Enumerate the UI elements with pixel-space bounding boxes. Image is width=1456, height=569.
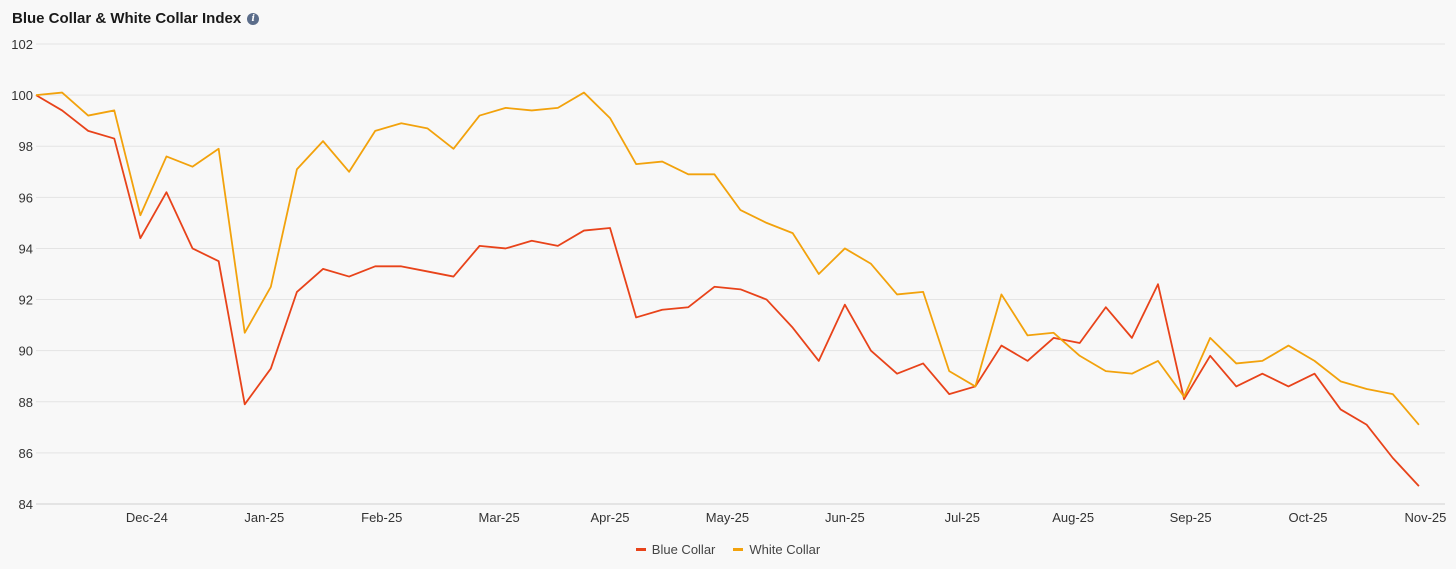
legend-label: White Collar — [749, 542, 821, 557]
chart-header: Blue Collar & White Collar Index i — [12, 10, 260, 27]
series-lines — [35, 91, 1420, 487]
y-tick-label: 96 — [19, 190, 33, 205]
series-line-white-collar[interactable] — [35, 91, 1420, 426]
info-icon[interactable]: i — [247, 12, 260, 25]
x-axis-ticks: Dec-24 Jan-25 Feb-25 Mar-25 Apr-25 May-25 Jun-… — [126, 510, 1446, 525]
x-tick-label: Oct-25 — [1289, 510, 1328, 525]
y-tick-label: 100 — [11, 88, 33, 103]
x-tick-label: Dec-24 — [126, 510, 168, 525]
chart-legend: Blue Collar White Collar — [0, 542, 1456, 557]
legend-item-blue-collar[interactable]: Blue Collar — [635, 542, 716, 557]
legend-label: Blue Collar — [651, 542, 716, 557]
x-tick-label: Nov-25 — [1404, 510, 1446, 525]
legend-swatch — [733, 548, 744, 551]
y-tick-label: 94 — [19, 241, 33, 256]
y-tick-label: 90 — [19, 344, 33, 359]
y-axis-ticks: 84 86 88 90 92 94 96 98 100 102 — [11, 37, 33, 512]
x-tick-label: Sep-25 — [1170, 510, 1212, 525]
x-tick-label: May-25 — [706, 510, 749, 525]
y-tick-label: 86 — [19, 446, 33, 461]
series-line-blue-collar[interactable] — [35, 94, 1420, 487]
x-tick-label: Jun-25 — [825, 510, 865, 525]
y-tick-label: 98 — [19, 139, 33, 154]
y-tick-label: 84 — [19, 497, 33, 512]
chart-title: Blue Collar & White Collar Index — [12, 10, 242, 27]
x-tick-label: Feb-25 — [361, 510, 402, 525]
y-tick-label: 102 — [11, 37, 33, 52]
y-tick-label: 92 — [19, 293, 33, 308]
x-tick-label: Mar-25 — [479, 510, 520, 525]
legend-item-white-collar[interactable]: White Collar — [733, 542, 820, 557]
x-tick-label: Jan-25 — [244, 510, 284, 525]
legend-swatch — [635, 548, 646, 551]
x-tick-label: Aug-25 — [1052, 510, 1094, 525]
y-tick-label: 88 — [19, 395, 33, 410]
gridlines — [36, 43, 1445, 505]
x-tick-label: Apr-25 — [591, 510, 630, 525]
x-tick-label: Jul-25 — [945, 510, 980, 525]
